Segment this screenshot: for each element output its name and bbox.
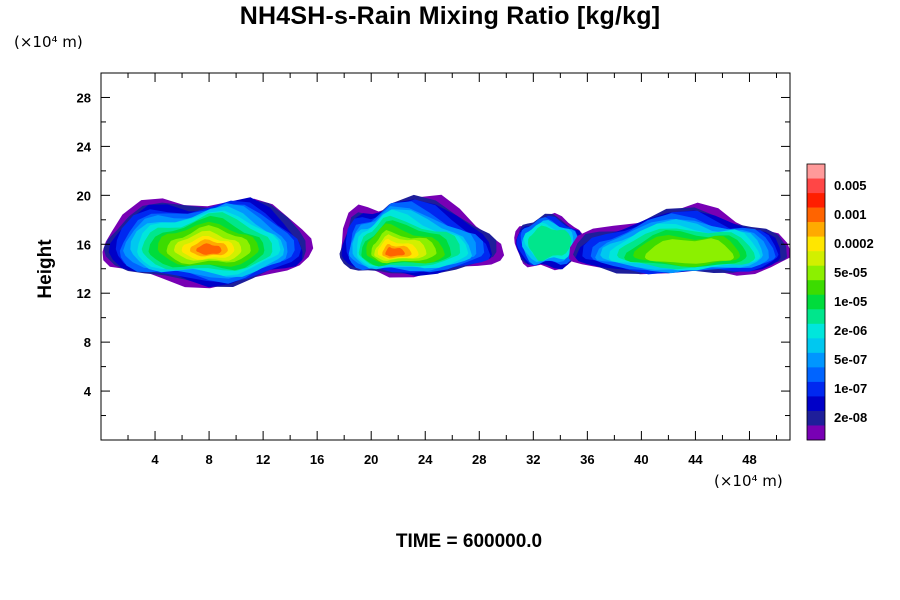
colorbar-label: 1e-05 — [834, 294, 867, 309]
y-unit-label: (×10⁴ m) — [14, 33, 83, 51]
colorbar-swatch — [807, 323, 825, 339]
colorbar-label: 2e-08 — [834, 410, 867, 425]
y-tick-label: 12 — [77, 286, 91, 301]
colorbar-swatch — [807, 236, 825, 252]
x-unit-label: (×10⁴ m) — [714, 472, 783, 490]
colorbar-swatch — [807, 396, 825, 412]
colorbar-swatch — [807, 251, 825, 266]
time-label: TIME = 600000.0 — [395, 531, 543, 552]
x-tick-label: 28 — [472, 452, 486, 467]
colorbar-swatch — [807, 381, 825, 397]
contour-region — [196, 243, 222, 255]
colorbar-swatch — [807, 367, 825, 383]
x-tick-label: 44 — [688, 452, 703, 467]
colorbar-label: 2e-06 — [834, 323, 867, 338]
colorbar-swatch — [807, 338, 825, 354]
colorbar-label: 0.0002 — [834, 236, 874, 251]
y-axis: 4 8 12 16 20 24 28 — [77, 90, 790, 417]
colorbar-swatch — [807, 294, 825, 310]
x-tick-label: 48 — [742, 452, 756, 467]
colorbar-swatch — [807, 222, 825, 237]
colorbar-swatch — [807, 178, 825, 194]
contour-region — [528, 225, 572, 262]
contour-region — [385, 247, 405, 257]
x-tick-label: 36 — [580, 452, 594, 467]
colorbar-swatch — [807, 164, 825, 179]
colorbar-swatch — [807, 265, 825, 281]
x-tick-label: 20 — [364, 452, 378, 467]
y-tick-label: 24 — [77, 139, 92, 154]
colorbar-swatch — [807, 352, 825, 368]
x-axis: 4 8 12 16 20 24 28 32 36 40 44 48 — [127, 73, 777, 467]
x-tick-label: 24 — [418, 452, 433, 467]
colorbar-label: 5e-05 — [834, 265, 867, 280]
colorbar-label: 0.005 — [834, 178, 867, 193]
y-tick-label: 4 — [84, 384, 92, 399]
x-tick-label: 4 — [151, 452, 159, 467]
colorbar-swatch — [807, 425, 825, 441]
plot-frame — [100, 72, 791, 441]
colorbar-frame — [806, 163, 826, 441]
y-tick-label: 8 — [84, 335, 91, 350]
colorbar: 0.005 0.001 0.0002 5e-05 1e-05 2e-06 5e-07 1e-0… — [806, 163, 874, 441]
colorbar-swatch — [807, 280, 825, 296]
chart-title: NH4SH-s-Rain Mixing Ratio [kg/kg] — [239, 2, 661, 30]
x-tick-label: 16 — [310, 452, 324, 467]
heatmap-field — [102, 194, 790, 289]
colorbar-swatch — [807, 207, 825, 223]
x-tick-label: 40 — [634, 452, 648, 467]
y-tick-label: 20 — [77, 188, 91, 203]
colorbar-swatch — [807, 309, 825, 325]
colorbar-label: 5e-07 — [834, 352, 867, 367]
colorbar-swatch — [807, 193, 825, 208]
colorbar-swatch — [807, 410, 825, 426]
y-tick-label: 16 — [77, 237, 91, 252]
contour-region — [644, 238, 734, 264]
y-tick-label: 28 — [77, 90, 91, 105]
x-tick-label: 12 — [256, 452, 270, 467]
x-tick-label: 32 — [526, 452, 540, 467]
x-tick-label: 8 — [205, 452, 212, 467]
colorbar-label: 0.001 — [834, 207, 867, 222]
colorbar-label: 1e-07 — [834, 381, 867, 396]
